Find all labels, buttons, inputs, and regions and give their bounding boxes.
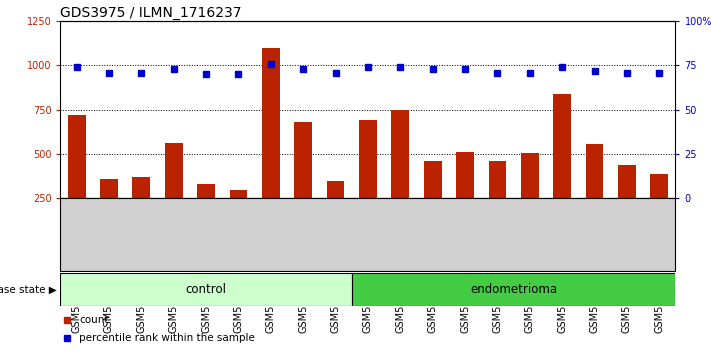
Bar <box>392 110 410 198</box>
Bar <box>100 179 118 198</box>
Bar <box>521 153 539 198</box>
Bar <box>456 152 474 198</box>
Bar <box>294 122 312 198</box>
Bar <box>197 184 215 198</box>
Bar <box>165 143 183 198</box>
Bar <box>326 181 344 198</box>
Bar <box>132 177 150 198</box>
Bar <box>586 144 604 198</box>
Bar <box>262 48 279 198</box>
Bar <box>651 175 668 198</box>
Bar <box>553 94 571 198</box>
Bar <box>60 273 352 306</box>
Bar <box>424 161 442 198</box>
Bar <box>352 273 675 306</box>
Bar <box>230 190 247 198</box>
Bar <box>359 120 377 198</box>
Text: percentile rank within the sample: percentile rank within the sample <box>79 333 255 343</box>
Bar <box>618 166 636 198</box>
Text: disease state ▶: disease state ▶ <box>0 285 57 295</box>
Bar <box>68 115 85 198</box>
Text: endometrioma: endometrioma <box>470 283 557 296</box>
Text: control: control <box>186 283 227 296</box>
Bar <box>488 161 506 198</box>
Text: GDS3975 / ILMN_1716237: GDS3975 / ILMN_1716237 <box>60 6 242 20</box>
Text: count: count <box>79 315 108 325</box>
